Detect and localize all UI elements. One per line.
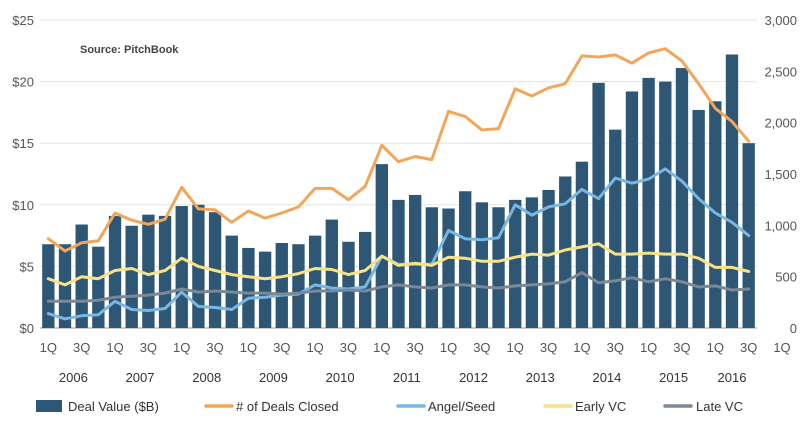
quarter-label: 3Q [740,340,757,355]
quarter-label: 1Q [707,340,724,355]
year-label: 2010 [326,370,355,385]
right-axis-tick-label: 2,000 [764,116,797,131]
left-axis-tick-label: $25 [12,13,34,28]
quarter-label: 1Q [40,340,57,355]
deal-value-bar [559,176,572,328]
quarter-label: 3Q [206,340,223,355]
deal-value-bar [425,207,439,328]
quarter-label: 3Q [273,340,290,355]
deal-value-bar [642,77,655,329]
quarter-label: 1Q [240,340,257,355]
quarter-label: 3Q [540,340,557,355]
deal-value-bar [575,161,589,328]
left-axis-ticks: $0 $5 $10 $15 $20 $25 [12,13,34,336]
deal-value-bar [625,91,639,329]
quarter-label: 1Q [440,340,457,355]
year-label: 2016 [718,370,747,385]
quarter-label: 3Q [73,340,90,355]
deal-value-bar [375,164,388,328]
early-vc-line [46,242,751,287]
quarter-label: 1Q [773,340,790,355]
year-label: 2015 [659,370,688,385]
year-label: 2012 [459,370,488,385]
quarter-label: 3Q [473,340,490,355]
year-label: 2007 [126,370,155,385]
left-axis-tick-label: $15 [12,136,34,151]
legend-label: Angel/Seed [428,399,495,414]
quarter-label: 3Q [340,340,357,355]
deal-value-bar [592,82,605,328]
deal-value-bar [492,207,505,328]
deal-value-bar [275,242,288,328]
deal-value-bar [142,214,155,328]
quarter-label: 3Q [607,340,624,355]
deal-value-bar [258,251,272,328]
deal-value-bar [125,225,138,328]
quarter-label: 1Q [640,340,657,355]
quarter-label: 3Q [140,340,157,355]
lines [46,47,751,321]
deal-value-bar [475,202,489,328]
right-axis-tick-label: 0 [790,321,797,336]
year-label: 2009 [259,370,288,385]
right-axis-tick-label: 2,500 [764,64,797,79]
deal-value-bar [42,244,55,328]
year-label: 2013 [526,370,555,385]
deal-value-bar [358,231,372,328]
bars [42,54,755,329]
deal-value-bar [242,247,255,328]
deal-value-bar [509,199,522,328]
year-labels: 2006 2007 2008 2009 2010 2011 2012 2013 2014 2015… [59,370,747,385]
deal-value-bar [692,109,705,328]
year-label: 2014 [592,370,621,385]
deal-value-bar [342,241,355,328]
deal-value-bar [308,235,322,328]
quarter-labels: 1Q 3Q 1Q 3Q 1Q 3Q 1Q 3Q 1Q 3Q 1Q 3Q 1Q 3Q 1Q 3Q 1Q 3Q 1Q 3Q… [40,340,791,355]
deal-value-bar [92,246,105,328]
legend-label: # of Deals Closed [236,399,339,414]
left-axis-tick-label: $5 [20,259,34,274]
quarter-label: 1Q [573,340,590,355]
quarter-label: 1Q [173,340,190,355]
right-axis-tick-label: 1,500 [764,167,797,182]
deal-value-bar [525,197,539,328]
right-axis-tick-label: 3,000 [764,13,797,28]
quarter-label: 1Q [507,340,524,355]
quarter-label: 1Q [306,340,323,355]
legend-swatch-deal-value [36,400,62,412]
quarter-label: 1Q [106,340,123,355]
deal-value-bar [659,81,672,328]
deal-value-bar [175,206,188,328]
right-axis-tick-label: 500 [775,270,797,285]
legend-label: Early VC [575,399,626,414]
year-label: 2006 [59,370,88,385]
late-vc-line [46,271,751,303]
legend: Deal Value ($B) # of Deals Closed Angel/Se… [36,399,743,414]
right-axis-tick-label: 1,000 [764,218,797,233]
deal-value-bar [409,194,422,328]
quarter-label: 3Q [673,340,690,355]
deal-value-bar [542,190,555,328]
deal-value-bar [292,244,305,328]
source-note: Source: PitchBook [80,44,179,56]
left-axis-tick-label: $10 [12,198,34,213]
deal-value-bar [725,54,739,328]
deal-value-bar [609,129,622,328]
year-label: 2011 [393,370,421,385]
deal-value-bar [442,208,455,328]
deal-value-bar [225,235,238,328]
quarter-label: 3Q [407,340,424,355]
right-axis-ticks: 0 500 1,000 1,500 2,000 2,500 3,000 [764,13,797,336]
left-axis-tick-label: $20 [12,75,34,90]
deals-closed-line [46,47,751,253]
deal-value-bar [675,68,689,328]
legend-label: Late VC [696,399,743,414]
deal-value-bar [325,219,338,328]
year-label: 2008 [192,370,221,385]
quarter-label: 1Q [373,340,390,355]
left-axis-tick-label: $0 [20,321,34,336]
legend-label: Deal Value ($B) [68,399,159,414]
